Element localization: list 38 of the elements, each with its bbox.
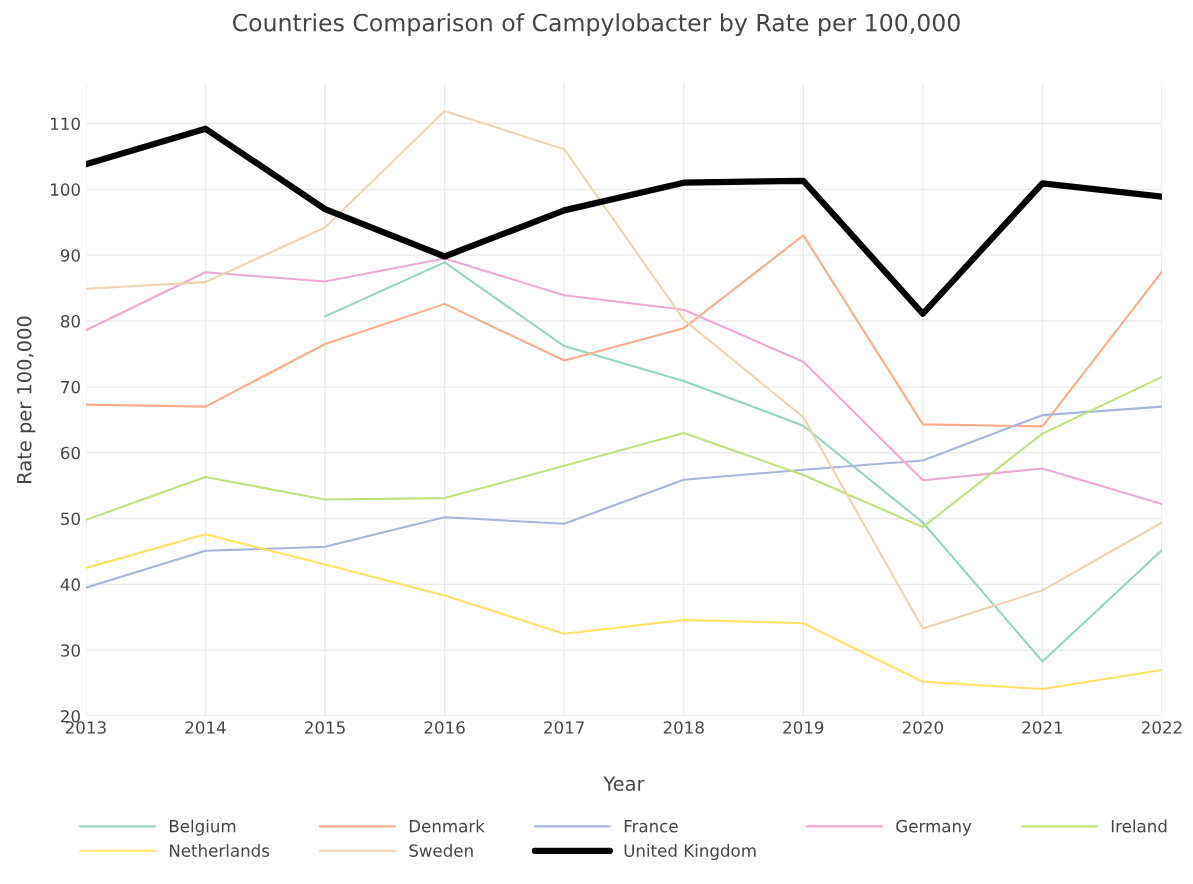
x-tick-label: 2014 (185, 721, 226, 734)
x-tick-label: 2021 (1022, 721, 1063, 734)
y-tick-label: 100 (51, 183, 80, 196)
line-series (85, 234, 1162, 428)
line-series (85, 405, 1162, 589)
line-series (85, 109, 1162, 630)
legend-label: Sweden (409, 843, 473, 857)
legend-label: Belgium (169, 819, 236, 836)
y-tick-label: 70 (61, 380, 80, 394)
line-series (85, 533, 1162, 691)
x-tick-label: 2018 (663, 721, 704, 734)
line-series (323, 261, 1162, 663)
y-axis-title: Rate per 100,000 (16, 316, 36, 483)
line-series (85, 257, 1162, 506)
y-tick-label: 110 (51, 117, 80, 131)
x-tick-label: 2015 (305, 721, 345, 734)
x-tick-label: 2022 (1141, 721, 1182, 734)
y-tick-label: 30 (61, 644, 80, 657)
x-tick-label: 2019 (783, 721, 824, 734)
y-tick-label: 40 (60, 578, 80, 591)
chart-title: Countries Comparison of Campylobacter by Rate per 100,000 (232, 13, 960, 37)
y-tick-label: 90 (60, 249, 80, 262)
x-tick-label: 2020 (902, 721, 943, 734)
legend-label: United Kingdom (624, 843, 756, 861)
x-tick-label: 2017 (544, 721, 584, 734)
x-tick-label: 2016 (424, 721, 465, 734)
legend-label: Denmark (409, 819, 485, 833)
legend-label: Netherlands (169, 843, 270, 857)
x-tick-label: 2013 (65, 721, 106, 734)
y-tick-label: 60 (60, 446, 80, 460)
x-axis-title: Year (603, 776, 645, 791)
y-tick-label: 20 (61, 710, 80, 723)
legend-label: Ireland (1111, 819, 1167, 833)
legend-label: Germany (896, 819, 972, 836)
legend-label: France (624, 820, 678, 833)
y-tick-label: 80 (60, 314, 80, 328)
line-series (85, 375, 1162, 529)
y-tick-label: 50 (61, 512, 80, 526)
